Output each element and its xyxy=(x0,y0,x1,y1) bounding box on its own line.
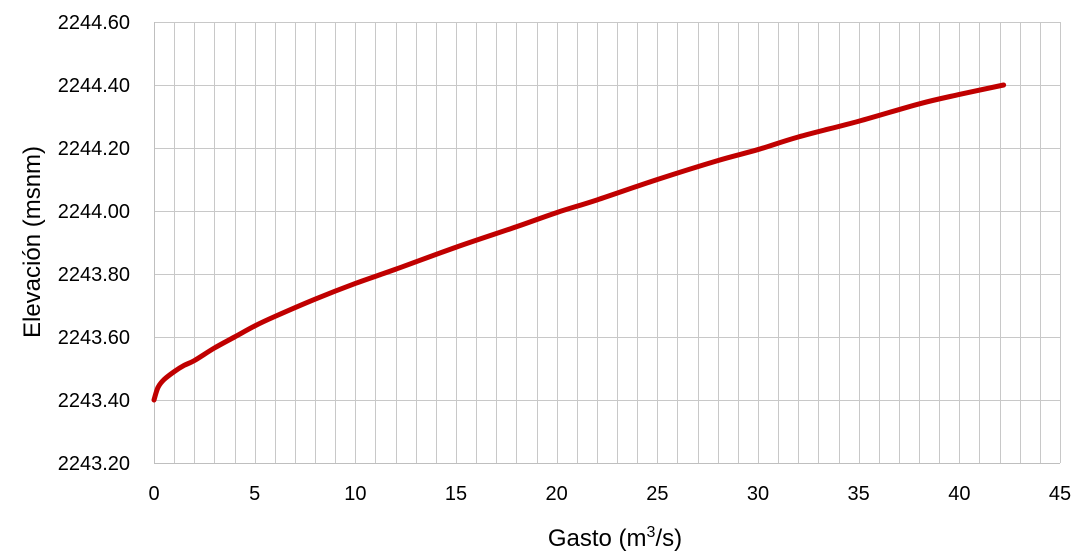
y-tick-label: 2243.40 xyxy=(58,390,130,412)
y-tick-label: 2244.60 xyxy=(58,12,130,34)
grid xyxy=(154,22,1061,464)
x-tick-label: 5 xyxy=(249,483,260,505)
x-tick-label: 30 xyxy=(747,483,769,505)
x-tick-label: 35 xyxy=(848,483,870,505)
x-axis-title-superscript: 3 xyxy=(647,524,656,541)
x-tick-label: 45 xyxy=(1049,483,1071,505)
x-axis-title-main: Gasto (m xyxy=(548,525,647,552)
x-tick-label: 25 xyxy=(646,483,668,505)
x-tick-label: 0 xyxy=(148,483,159,505)
y-tick-label: 2244.20 xyxy=(58,138,130,160)
series-line-0 xyxy=(151,82,1007,403)
x-axis-title: Gasto (m3/s) xyxy=(548,524,682,552)
series-layer xyxy=(151,82,1007,403)
x-tick-label: 15 xyxy=(445,483,467,505)
y-tick-label: 2244.40 xyxy=(58,75,130,97)
x-axis-tick-labels: 0 5 10 15 20 25 30 35 40 45 xyxy=(148,483,1071,505)
y-axis-title: Elevación (msnm) xyxy=(19,146,46,338)
x-tick-label: 10 xyxy=(344,483,366,505)
x-axis-title-unit: /s) xyxy=(655,525,682,552)
y-tick-label: 2243.20 xyxy=(58,453,130,475)
x-tick-label: 20 xyxy=(546,483,568,505)
y-axis-tick-labels: 2243.20 2243.40 2243.60 2243.80 2244.00 2244.… xyxy=(58,12,130,475)
y-tick-label: 2243.60 xyxy=(58,327,130,349)
y-tick-label: 2244.00 xyxy=(58,201,130,223)
x-tick-label: 40 xyxy=(948,483,970,505)
y-tick-label: 2243.80 xyxy=(58,264,130,286)
